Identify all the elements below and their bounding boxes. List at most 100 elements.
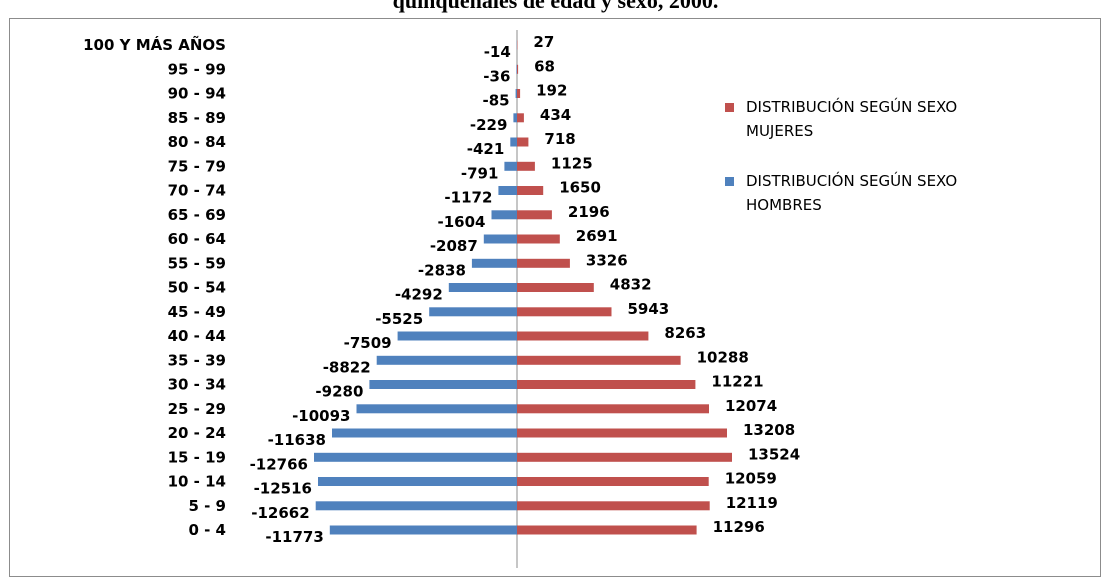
bar-hombres-16 bbox=[510, 137, 517, 147]
data-label-hombres-2: -12516 bbox=[254, 480, 312, 498]
category-label-12: 60 - 64 bbox=[168, 230, 226, 248]
bar-hombres-1 bbox=[315, 501, 517, 511]
data-label-hombres-10: -4292 bbox=[395, 286, 443, 304]
bar-mujeres-3 bbox=[517, 452, 732, 462]
bar-mujeres-2 bbox=[517, 477, 709, 486]
bar-mujeres-18 bbox=[517, 89, 521, 98]
bar-mujeres-10 bbox=[517, 283, 594, 292]
data-label-hombres-7: -8822 bbox=[323, 358, 371, 376]
bar-hombres-17 bbox=[513, 113, 517, 123]
bar-mujeres-0 bbox=[517, 525, 697, 535]
data-label-hombres-5: -10093 bbox=[292, 407, 350, 425]
bar-mujeres-7 bbox=[517, 355, 681, 365]
data-label-hombres-17: -229 bbox=[470, 116, 508, 134]
data-label-mujeres-9: 5943 bbox=[628, 300, 670, 318]
data-label-mujeres-6: 11221 bbox=[711, 373, 763, 391]
data-label-hombres-9: -5525 bbox=[375, 310, 423, 328]
data-label-hombres-4: -11638 bbox=[268, 431, 326, 449]
category-label-16: 80 - 84 bbox=[168, 133, 226, 151]
legend-label-1-0: DISTRIBUCIÓN SEGÚN SEXO bbox=[746, 171, 957, 190]
data-label-mujeres-5: 12074 bbox=[725, 397, 777, 415]
data-label-hombres-8: -7509 bbox=[344, 334, 392, 352]
bar-hombres-7 bbox=[376, 355, 517, 365]
category-label-11: 55 - 59 bbox=[168, 254, 226, 272]
bar-mujeres-19 bbox=[517, 64, 519, 74]
bar-mujeres-8 bbox=[517, 331, 649, 341]
data-label-hombres-16: -421 bbox=[467, 140, 505, 158]
data-label-hombres-13: -1604 bbox=[438, 213, 486, 231]
data-label-mujeres-0: 11296 bbox=[713, 518, 765, 536]
data-label-mujeres-19: 68 bbox=[534, 57, 555, 75]
data-label-hombres-14: -1172 bbox=[444, 189, 492, 207]
data-label-mujeres-13: 2196 bbox=[568, 203, 610, 221]
data-label-mujeres-11: 3326 bbox=[586, 251, 628, 269]
category-label-1: 5 - 9 bbox=[188, 497, 226, 515]
data-label-mujeres-16: 718 bbox=[544, 130, 575, 148]
data-label-mujeres-15: 1125 bbox=[551, 154, 593, 172]
data-label-mujeres-18: 192 bbox=[536, 82, 567, 100]
category-label-2: 10 - 14 bbox=[168, 473, 226, 491]
data-label-mujeres-2: 12059 bbox=[725, 470, 777, 488]
data-label-mujeres-20: 27 bbox=[533, 33, 554, 51]
category-label-4: 20 - 24 bbox=[168, 424, 226, 442]
legend-label-0-1: MUJERES bbox=[746, 122, 813, 140]
data-label-mujeres-4: 13208 bbox=[743, 421, 795, 439]
category-label-13: 65 - 69 bbox=[168, 206, 226, 224]
bar-mujeres-13 bbox=[517, 210, 552, 220]
chart-title-fragment: quinquenales de edad y sexo, 2000. bbox=[392, 0, 719, 13]
category-label-14: 70 - 74 bbox=[168, 182, 226, 200]
category-label-7: 35 - 39 bbox=[168, 351, 226, 369]
data-label-mujeres-7: 10288 bbox=[697, 348, 749, 366]
category-label-19: 95 - 99 bbox=[168, 60, 226, 78]
data-label-mujeres-10: 4832 bbox=[610, 276, 652, 294]
bar-hombres-12 bbox=[483, 234, 517, 244]
bar-hombres-2 bbox=[318, 477, 517, 486]
category-label-10: 50 - 54 bbox=[168, 279, 226, 297]
bar-mujeres-17 bbox=[517, 113, 524, 123]
bar-mujeres-15 bbox=[517, 161, 535, 171]
bar-mujeres-4 bbox=[517, 428, 727, 438]
data-label-hombres-18: -85 bbox=[482, 92, 509, 110]
category-label-20: 100 Y MÁS AÑOS bbox=[83, 35, 226, 54]
legend-swatch-1 bbox=[725, 177, 734, 186]
category-label-17: 85 - 89 bbox=[168, 109, 226, 127]
legend-swatch-0 bbox=[725, 103, 734, 112]
data-label-hombres-3: -12766 bbox=[250, 455, 308, 473]
category-label-0: 0 - 4 bbox=[188, 521, 226, 539]
bar-hombres-13 bbox=[491, 210, 517, 220]
bar-hombres-4 bbox=[332, 428, 517, 438]
data-label-hombres-0: -11773 bbox=[265, 528, 323, 546]
bar-mujeres-5 bbox=[517, 404, 709, 414]
data-label-hombres-6: -9280 bbox=[315, 383, 363, 401]
data-label-hombres-20: -14 bbox=[484, 43, 511, 61]
data-label-mujeres-3: 13524 bbox=[748, 445, 800, 463]
category-label-15: 75 - 79 bbox=[168, 157, 226, 175]
bar-hombres-18 bbox=[515, 89, 517, 98]
bar-mujeres-16 bbox=[517, 137, 529, 147]
data-label-hombres-19: -36 bbox=[483, 67, 510, 85]
bar-mujeres-9 bbox=[517, 307, 612, 317]
data-label-mujeres-14: 1650 bbox=[559, 179, 601, 197]
bar-hombres-6 bbox=[369, 380, 517, 389]
bar-hombres-5 bbox=[356, 404, 517, 414]
bar-mujeres-11 bbox=[517, 258, 570, 268]
category-label-18: 90 - 94 bbox=[168, 85, 226, 103]
category-label-8: 40 - 44 bbox=[168, 327, 226, 345]
data-label-mujeres-17: 434 bbox=[540, 106, 571, 124]
bar-mujeres-12 bbox=[517, 234, 560, 244]
category-label-9: 45 - 49 bbox=[168, 303, 226, 321]
data-label-hombres-12: -2087 bbox=[430, 237, 478, 255]
bar-hombres-0 bbox=[329, 525, 517, 535]
legend-label-0-0: DISTRIBUCIÓN SEGÚN SEXO bbox=[746, 97, 957, 116]
data-label-mujeres-12: 2691 bbox=[576, 227, 618, 245]
bar-hombres-10 bbox=[448, 283, 517, 292]
data-label-hombres-15: -791 bbox=[461, 164, 499, 182]
bar-hombres-19 bbox=[516, 64, 517, 74]
category-label-5: 25 - 29 bbox=[168, 400, 226, 418]
bar-mujeres-6 bbox=[517, 380, 696, 389]
category-label-3: 15 - 19 bbox=[168, 448, 226, 466]
bar-mujeres-14 bbox=[517, 186, 544, 195]
data-label-hombres-1: -12662 bbox=[251, 504, 309, 522]
bar-mujeres-1 bbox=[517, 501, 710, 511]
